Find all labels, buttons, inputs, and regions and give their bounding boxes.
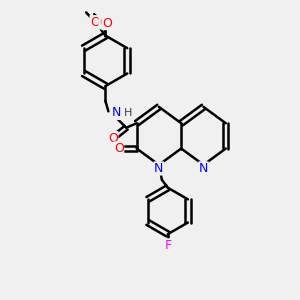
Text: O: O bbox=[102, 16, 112, 30]
Text: O: O bbox=[99, 16, 109, 29]
Text: N: N bbox=[154, 162, 164, 175]
Text: H: H bbox=[124, 108, 132, 118]
Text: O: O bbox=[108, 132, 118, 145]
Text: O: O bbox=[90, 16, 100, 29]
Text: N: N bbox=[199, 162, 208, 175]
Text: F: F bbox=[164, 239, 171, 252]
Text: O: O bbox=[114, 142, 124, 155]
Text: N: N bbox=[112, 106, 122, 119]
